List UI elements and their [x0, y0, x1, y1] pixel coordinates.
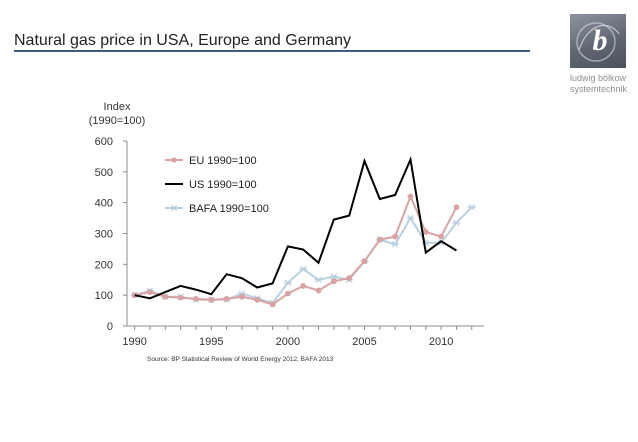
series-eu: [131, 193, 460, 308]
company-logo: b: [570, 14, 626, 68]
y-tick-label: 300: [95, 229, 113, 241]
data-point-bafa: [329, 273, 338, 280]
data-point-bafa: [452, 219, 461, 226]
legend-label-bafa: BAFA 1990=100: [189, 203, 269, 215]
y-tick-label: 0: [107, 321, 113, 333]
page-title: Natural gas price in USA, Europe and Ger…: [14, 32, 352, 49]
legend-label-eu: EU 1990=100: [189, 155, 257, 167]
series-bafa: [130, 204, 476, 307]
company-name-line-1: ludwig bölkow: [570, 73, 627, 83]
logo-mark-icon: b: [576, 22, 620, 62]
company-name-line-2: systemtechnik: [570, 84, 628, 94]
data-point-eu: [284, 290, 291, 297]
x-tick-label: 2000: [276, 336, 300, 348]
y-axis-subtitle: (1990=100): [89, 115, 146, 127]
data-point-eu: [330, 278, 337, 285]
y-tick-label: 400: [95, 198, 113, 210]
source-note: Source: BP Statistical Review of World E…: [147, 356, 334, 363]
x-tick-label: 2010: [429, 336, 453, 348]
data-point-eu: [254, 296, 261, 303]
legend-marker: [171, 157, 177, 163]
data-point-bafa: [391, 241, 400, 248]
data-point-bafa: [406, 214, 415, 222]
x-tick-label: 1995: [199, 336, 223, 348]
data-point-eu: [269, 301, 276, 308]
data-point-eu: [315, 287, 322, 294]
data-point-eu: [208, 296, 215, 303]
legend-item-bafa: BAFA 1990=100: [165, 203, 269, 215]
series-line-us: [134, 155, 457, 300]
company-name: ludwig bölkow systemtechnik: [570, 73, 627, 95]
x-tick-label: 1990: [122, 336, 146, 348]
data-point-eu: [438, 233, 444, 240]
data-point-eu: [162, 293, 169, 300]
data-point-bafa: [299, 265, 308, 273]
data-point-eu: [177, 294, 184, 301]
y-tick-label: 100: [95, 290, 113, 302]
data-point-bafa: [283, 279, 292, 287]
title-underline: [14, 50, 530, 52]
x-tick-label: 2005: [352, 336, 376, 348]
y-tick-label: 500: [95, 167, 113, 179]
series-line-eu: [134, 193, 458, 306]
data-point-bafa: [314, 276, 323, 284]
data-point-eu: [223, 295, 230, 302]
legend-marker: [170, 204, 178, 212]
data-point-eu: [147, 289, 153, 295]
legend-item-us: US 1990=100: [165, 179, 257, 191]
data-point-eu: [193, 295, 199, 302]
data-point-eu: [392, 233, 399, 240]
y-axis-title: Index: [104, 101, 131, 113]
data-point-eu: [361, 258, 368, 265]
data-point-eu: [422, 229, 429, 235]
data-point-bafa: [467, 204, 476, 211]
legend-label-us: US 1990=100: [189, 179, 257, 191]
data-point-eu: [239, 293, 245, 300]
legend-item-eu: EU 1990=100: [165, 155, 257, 167]
series-us: [134, 155, 457, 300]
logo-letter: b: [593, 24, 608, 57]
data-point-eu: [453, 204, 460, 211]
data-point-eu: [376, 236, 383, 243]
data-point-eu: [346, 275, 353, 282]
y-tick-label: 600: [95, 136, 113, 148]
y-tick-label: 200: [95, 259, 113, 271]
data-point-eu: [300, 283, 307, 289]
data-point-eu: [407, 193, 414, 200]
